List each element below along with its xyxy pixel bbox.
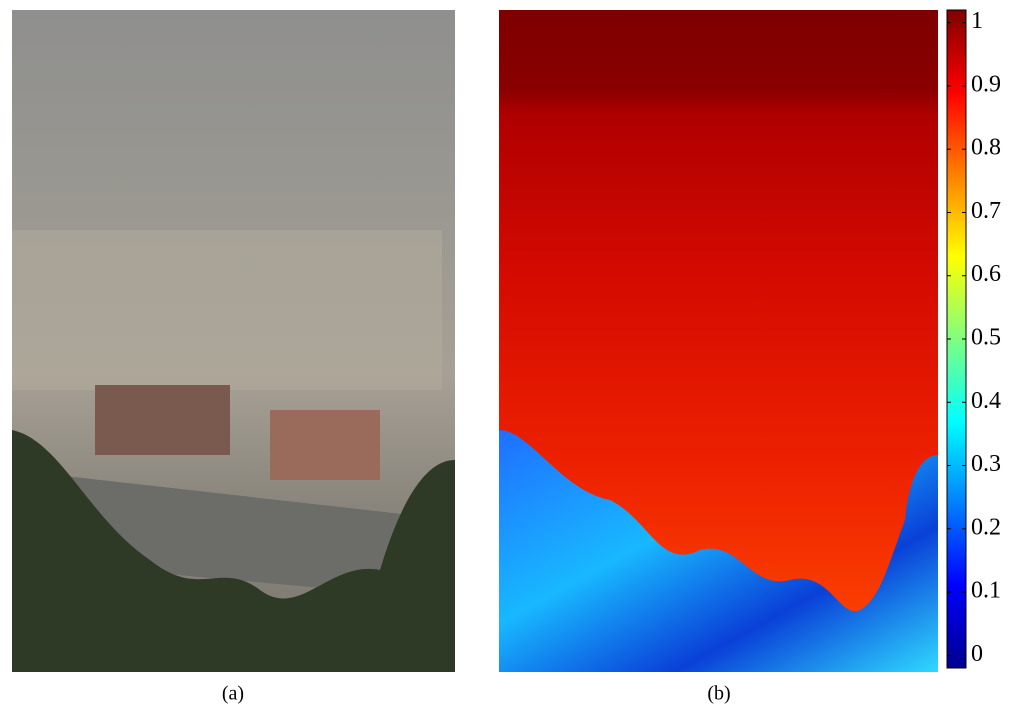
- tick-label: 0.6: [971, 261, 1001, 287]
- caption: (b): [707, 683, 730, 705]
- tick-label: 0.8: [971, 135, 1001, 161]
- figure: (a) (b) 0 0.1 0.2 0.3 0.4 0.5 0.6 0.7 0.8 0.9 1: [0, 0, 1019, 717]
- photo: [12, 10, 455, 672]
- heatmap: [499, 10, 938, 672]
- tick-label: 0.9: [971, 71, 1001, 97]
- tick-label: 0.4: [971, 388, 1001, 414]
- tick-label: 0.7: [971, 198, 1001, 224]
- tick-label: 0: [971, 641, 983, 667]
- tick-label: 0.2: [971, 514, 1001, 540]
- caption: (a): [222, 683, 244, 705]
- tick-label: 0.5: [971, 325, 1001, 351]
- tick-label: 1: [971, 8, 983, 34]
- tick-label: 0.1: [971, 578, 1001, 604]
- tick-label: 0.3: [971, 451, 1001, 477]
